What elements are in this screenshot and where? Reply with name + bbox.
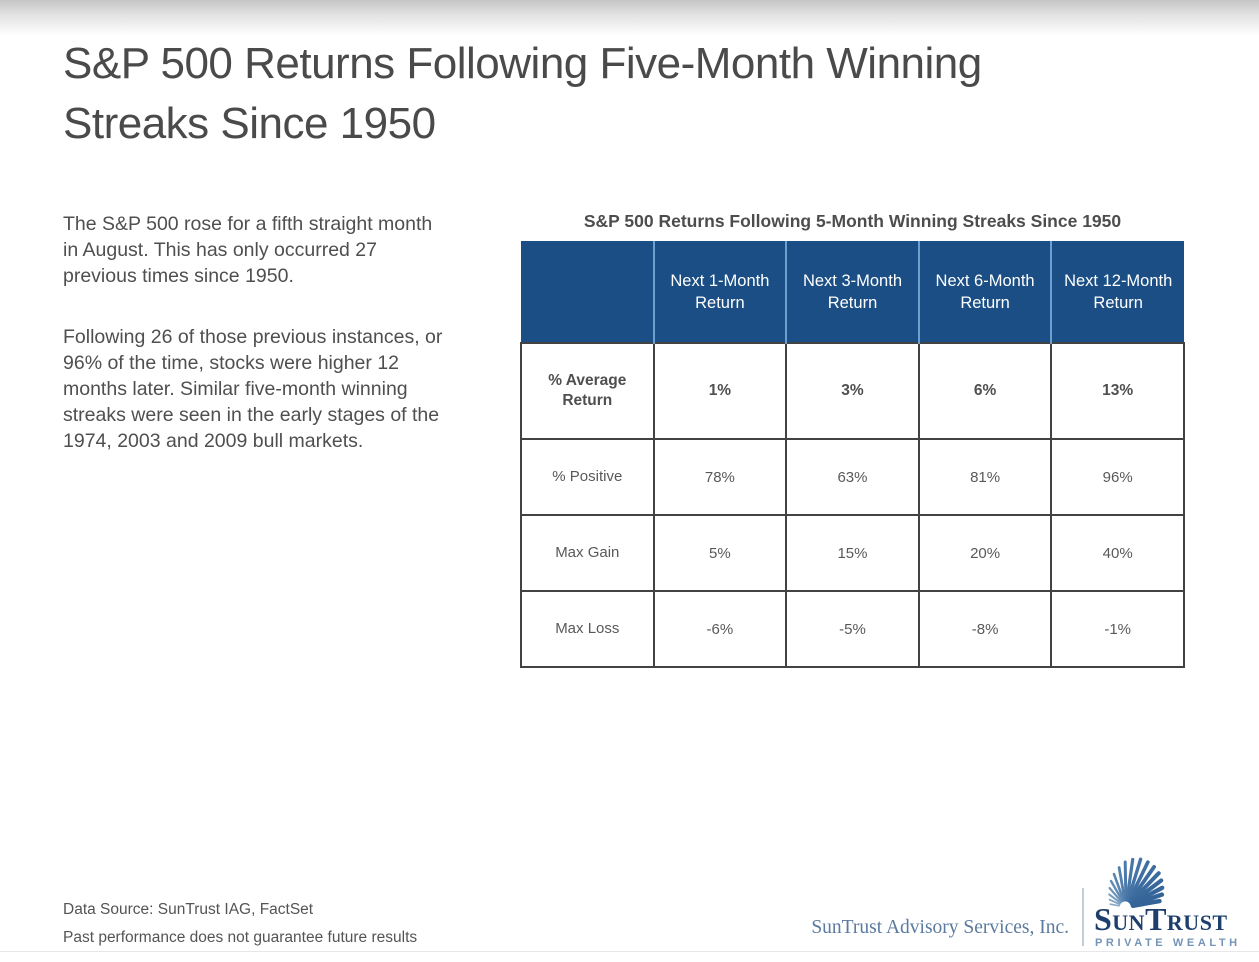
page-title-line-1: S&P 500 Returns Following Five-Month Win… <box>63 39 982 88</box>
commentary-paragraph-1: The S&P 500 rose for a fifth straight mo… <box>63 213 433 287</box>
sunburst-icon <box>1108 857 1165 908</box>
column-header-1-month: Next 1-Month Return <box>652 241 787 343</box>
cell-value: 63% <box>785 438 920 516</box>
cell-value: 40% <box>1050 514 1185 592</box>
top-gradient-bar <box>0 0 1259 36</box>
table-row-max-gain: Max Gain 5% 15% 20% 40% <box>520 514 1185 592</box>
table-corner-cell <box>521 241 654 343</box>
disclaimer-text: Past performance does not guarantee futu… <box>63 929 418 946</box>
advisory-company-text: SunTrust Advisory Services, Inc. <box>811 917 1069 938</box>
cell-value: 15% <box>785 514 920 592</box>
cell-value: 20% <box>917 514 1053 592</box>
page-title: S&P 500 Returns Following Five-Month Win… <box>63 34 982 154</box>
table-title: S&P 500 Returns Following 5-Month Winnin… <box>583 211 1122 231</box>
footer-divider <box>1082 888 1084 946</box>
returns-table: Next 1-Month Return Next 3-Month Return … <box>520 241 1185 668</box>
page-title-line-2: Streaks Since 1950 <box>63 99 436 148</box>
cell-value: -6% <box>652 590 788 668</box>
column-header-3-month: Next 3-Month Return <box>785 241 919 343</box>
returns-table-area: S&P 500 Returns Following 5-Month Winnin… <box>520 211 1185 668</box>
cell-value: 13% <box>1050 342 1185 440</box>
table-row-average-return: % Average Return 1% 3% 6% 13% <box>520 342 1185 440</box>
cell-value: 96% <box>1050 438 1185 516</box>
row-label: Max Gain <box>520 514 655 592</box>
cell-value: 81% <box>917 438 1053 516</box>
data-source-text: Data Source: SunTrust IAG, FactSet <box>63 901 314 918</box>
suntrust-wordmark: SunTrust <box>1094 901 1228 937</box>
column-header-12-month: Next 12-Month Return <box>1050 241 1184 343</box>
table-row-positive: % Positive 78% 63% 81% 96% <box>520 438 1185 516</box>
commentary-paragraph-2: Following 26 of those previous instances… <box>63 326 443 452</box>
column-header-6-month: Next 6-Month Return <box>917 241 1052 343</box>
cell-value: -5% <box>785 590 920 668</box>
cell-value: 3% <box>785 342 920 440</box>
cell-value: 78% <box>652 438 788 516</box>
row-label: Max Loss <box>520 590 655 668</box>
commentary: The S&P 500 rose for a fifth straight mo… <box>63 211 449 454</box>
bottom-edge-line <box>0 951 1259 952</box>
row-label: % Average Return <box>520 342 655 440</box>
cell-value: 5% <box>652 514 788 592</box>
private-wealth-tagline: PRIVATE WEALTH <box>1095 937 1241 949</box>
table-row-max-loss: Max Loss -6% -5% -8% -1% <box>520 590 1185 668</box>
footer-left: Data Source: SunTrust IAG, FactSet Past … <box>63 896 417 952</box>
cell-value: 6% <box>917 342 1053 440</box>
row-label: % Positive <box>520 438 655 516</box>
table-header-row: Next 1-Month Return Next 3-Month Return … <box>521 241 1184 343</box>
cell-value: -1% <box>1050 590 1185 668</box>
cell-value: 1% <box>652 342 788 440</box>
cell-value: -8% <box>917 590 1053 668</box>
